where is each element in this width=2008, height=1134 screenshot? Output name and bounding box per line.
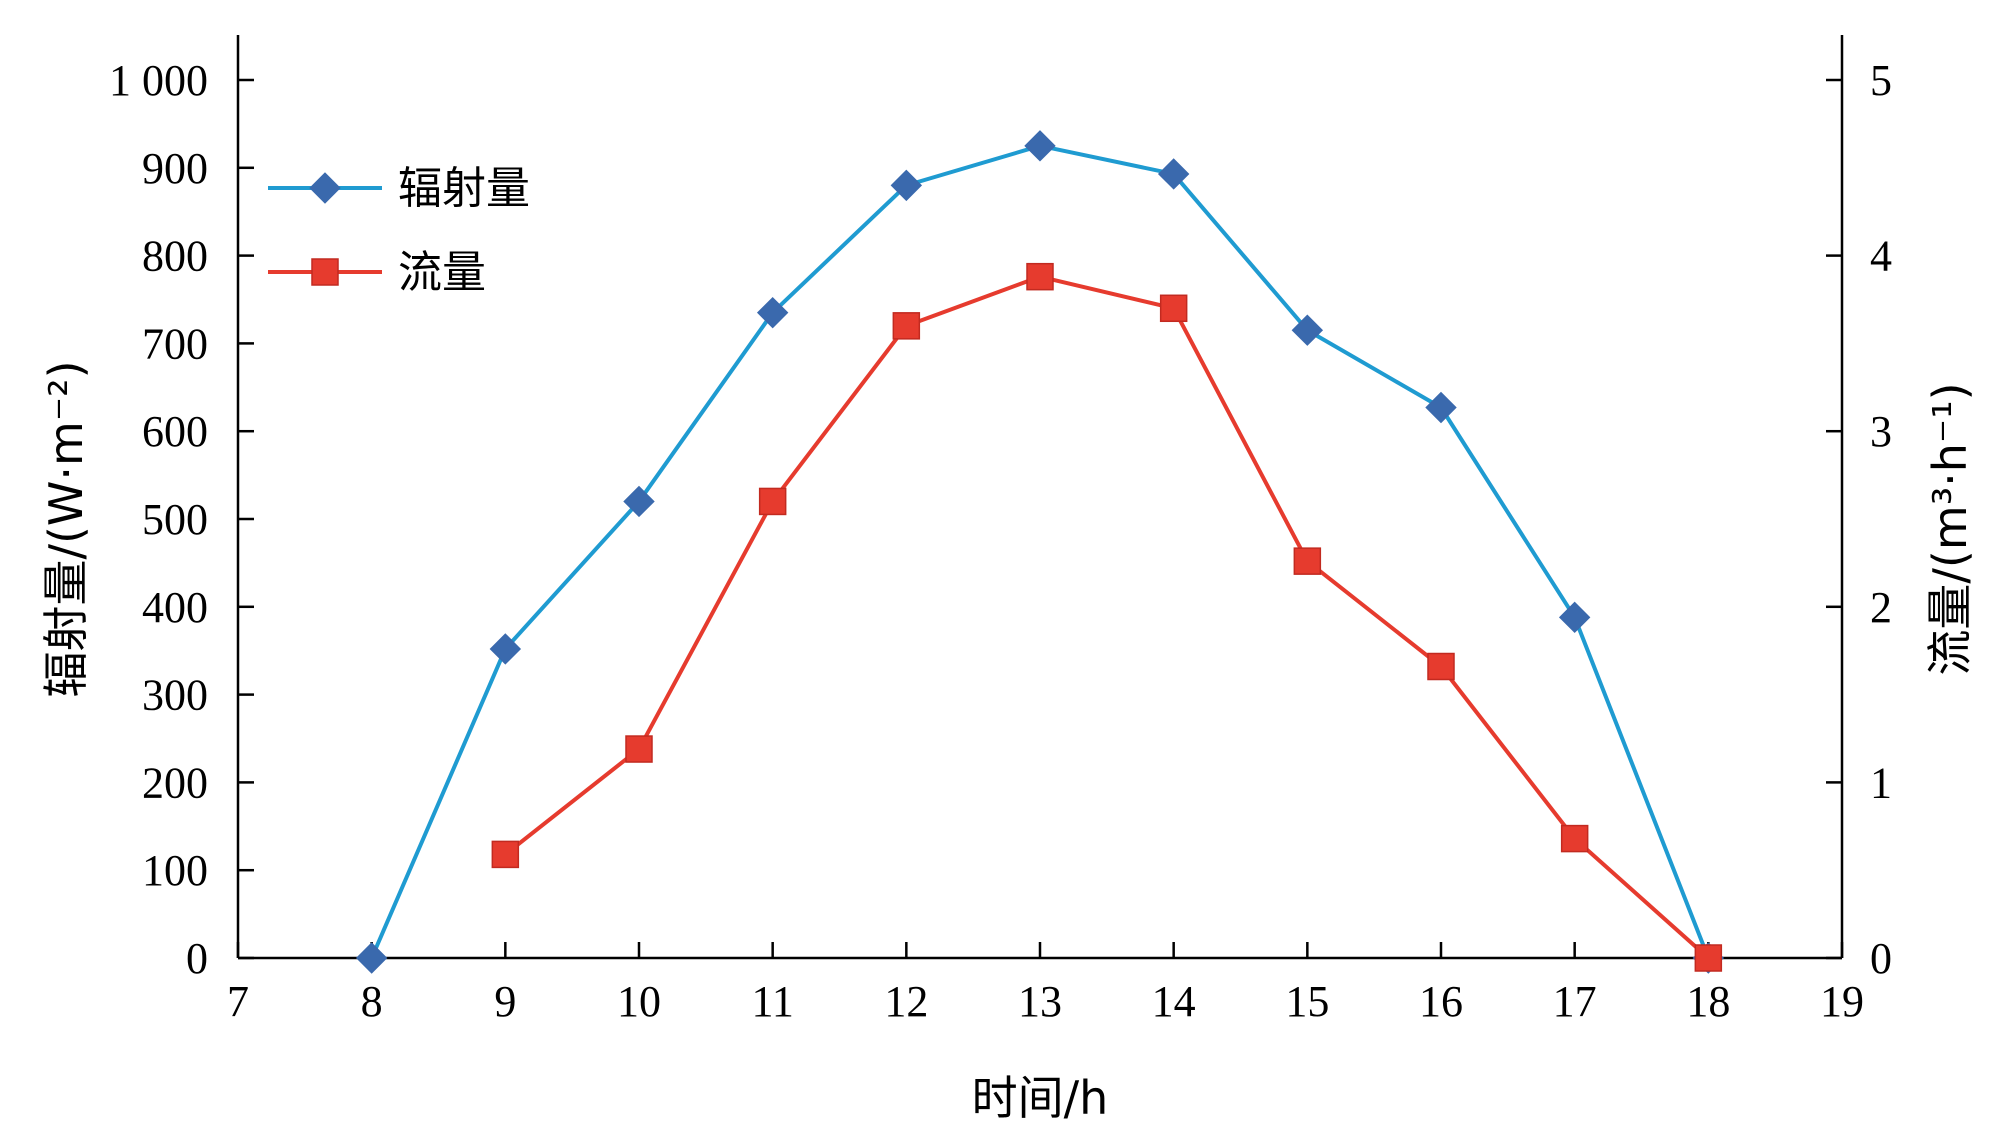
x-tick-label: 8 xyxy=(361,977,383,1026)
data-point xyxy=(1291,314,1324,346)
data-point xyxy=(1024,130,1056,162)
series-flow xyxy=(491,262,1723,972)
x-tick-label: 17 xyxy=(1553,977,1597,1026)
data-point xyxy=(1558,601,1591,634)
y-left-tick-label: 500 xyxy=(142,495,208,544)
y-left-tick-label: 600 xyxy=(142,407,208,456)
series-radiation xyxy=(355,130,1725,974)
data-point xyxy=(1694,944,1723,972)
y-left-tick-label: 300 xyxy=(142,671,208,720)
data-point xyxy=(1425,391,1457,424)
x-tick-label: 9 xyxy=(494,977,516,1026)
y-right-tick-label: 5 xyxy=(1870,56,1892,105)
y-left-axis-title: 辐射量/(W·m⁻²) xyxy=(39,360,93,697)
data-point xyxy=(1157,158,1190,190)
x-tick-label: 10 xyxy=(617,977,661,1026)
series-line xyxy=(504,274,1710,960)
legend-marker xyxy=(309,172,341,204)
data-point xyxy=(623,485,655,518)
data-point xyxy=(758,487,787,516)
ticks: 7 8 9 10 11 12 13 14 15 16 17 18 1901002003004005006… xyxy=(109,56,1892,1026)
y-right-tick-label: 0 xyxy=(1870,934,1892,983)
y-left-tick-label: 200 xyxy=(142,758,208,807)
data-point xyxy=(489,633,522,665)
data-point xyxy=(625,735,653,763)
x-tick-label: 18 xyxy=(1686,977,1730,1026)
data-point xyxy=(1560,824,1589,853)
legend-label: 辐射量 xyxy=(398,163,530,214)
data-point xyxy=(355,942,388,974)
legend-label: 流量 xyxy=(398,247,486,298)
y-right-tick-label: 1 xyxy=(1870,758,1892,807)
y-left-tick-label: 1 000 xyxy=(109,56,208,105)
y-left-tick-label: 400 xyxy=(142,583,208,632)
x-tick-label: 14 xyxy=(1152,977,1196,1026)
data-point xyxy=(756,296,789,329)
y-left-tick-label: 0 xyxy=(186,934,208,983)
y-right-tick-label: 3 xyxy=(1870,407,1892,456)
data-point xyxy=(1427,652,1455,681)
series-layer xyxy=(355,130,1725,974)
data-point xyxy=(892,312,921,340)
legend-marker xyxy=(311,258,339,286)
data-point xyxy=(1293,547,1322,575)
x-axis-title: 时间/h xyxy=(972,1071,1109,1125)
data-point xyxy=(1026,262,1054,291)
data-point xyxy=(491,840,520,869)
x-tick-label: 12 xyxy=(884,977,928,1026)
x-tick-label: 7 xyxy=(227,977,249,1026)
x-tick-label: 13 xyxy=(1018,977,1062,1026)
x-tick-label: 16 xyxy=(1419,977,1463,1026)
data-point xyxy=(890,169,923,202)
x-tick-label: 11 xyxy=(751,977,793,1026)
y-left-tick-label: 800 xyxy=(142,232,208,281)
x-tick-label: 19 xyxy=(1820,977,1864,1026)
y-right-tick-label: 4 xyxy=(1870,232,1892,281)
y-right-axis-title: 流量/(m³·h⁻¹) xyxy=(1923,382,1977,675)
x-tick-label: 15 xyxy=(1285,977,1329,1026)
y-left-tick-label: 700 xyxy=(142,319,208,368)
y-left-tick-label: 100 xyxy=(142,846,208,895)
y-left-tick-label: 900 xyxy=(142,144,208,193)
data-point xyxy=(1159,294,1188,323)
y-right-tick-label: 2 xyxy=(1870,583,1892,632)
